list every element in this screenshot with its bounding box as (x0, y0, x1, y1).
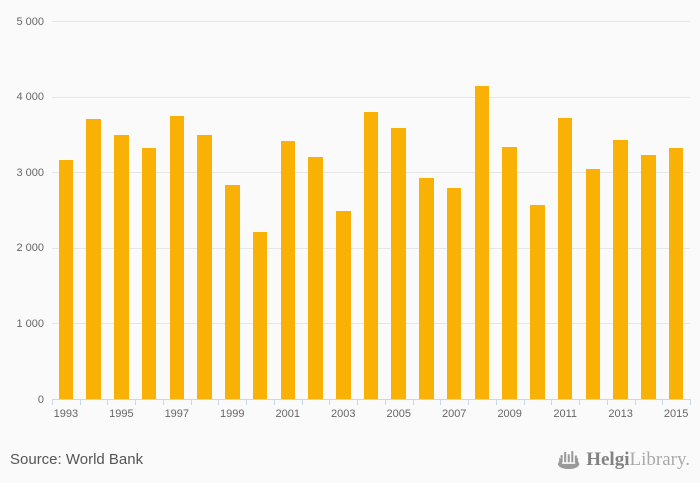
x-axis-tick (329, 400, 331, 405)
x-axis-tick (357, 400, 359, 405)
bar-2005[interactable] (391, 128, 406, 399)
x-axis-tick (468, 400, 470, 405)
x-axis-tick (79, 400, 81, 405)
logo-text-library: Library. (629, 449, 691, 470)
bar-2007[interactable] (446, 188, 462, 399)
y-axis-label-3000: 3 000 (16, 166, 44, 179)
bar-2013[interactable] (613, 140, 628, 399)
x-axis-tick (412, 400, 414, 405)
x-axis-tick (135, 400, 137, 405)
viking-ship-icon (555, 448, 586, 471)
x-axis-tick (52, 400, 53, 405)
x-axis-tick (273, 400, 275, 405)
bar-2002[interactable] (308, 157, 323, 399)
gridline-5000 (52, 21, 690, 22)
bar-2015[interactable] (668, 148, 684, 399)
x-axis-tick (495, 400, 497, 405)
x-axis-tick (634, 400, 636, 405)
bar-2000[interactable] (252, 231, 268, 399)
x-axis-tick (162, 400, 164, 405)
y-axis-label-4000: 4 000 (16, 91, 44, 104)
x-axis-label-2009: 2009 (497, 408, 522, 420)
x-axis-tick (190, 400, 192, 405)
bar-1999[interactable] (225, 185, 240, 399)
x-axis-label-1997: 1997 (164, 408, 190, 420)
bar-2004[interactable] (363, 112, 379, 399)
bar-2012[interactable] (585, 169, 601, 399)
x-axis-label-1995: 1995 (109, 408, 134, 420)
helgi-library-logo[interactable]: HelgiLibrary. (555, 448, 690, 471)
bar-2014[interactable] (641, 154, 656, 399)
x-axis-tick (690, 400, 691, 405)
x-axis-label-1993: 1993 (53, 408, 79, 420)
y-axis-label-1000: 1 000 (16, 317, 44, 330)
y-axis-label-2000: 2 000 (16, 242, 44, 255)
y-axis-label-5000: 5 000 (16, 15, 44, 28)
x-axis-tick (606, 400, 608, 405)
gridline-4000 (52, 96, 690, 98)
logo-wordmark: HelgiLibrary. (586, 448, 690, 471)
x-axis-label-2013: 2013 (608, 408, 633, 420)
x-axis-tick (551, 400, 553, 405)
x-axis-label-2005: 2005 (386, 408, 411, 420)
x-axis-tick (301, 400, 303, 405)
x-axis-label-2011: 2011 (553, 408, 577, 420)
x-axis-tick (579, 400, 581, 405)
bar-2008[interactable] (474, 86, 490, 399)
x-axis-tick (440, 400, 442, 405)
bar-2009[interactable] (502, 147, 517, 399)
logo-text-helgi: Helgi (586, 449, 630, 470)
footer: Source: World Bank HelgiLibrary. (0, 440, 700, 483)
source-label: Source: World Bank (10, 451, 144, 468)
bar-1994[interactable] (86, 119, 101, 399)
bar-2003[interactable] (336, 210, 351, 399)
x-axis-tick (523, 400, 525, 405)
x-axis-tick (218, 400, 220, 405)
x-axis-label-2003: 2003 (331, 408, 356, 420)
bar-1996[interactable] (141, 148, 157, 399)
bar-1998[interactable] (197, 135, 212, 399)
x-axis-label-2001: 2001 (275, 408, 301, 420)
x-axis-label-2007: 2007 (441, 408, 467, 420)
bar-2010[interactable] (530, 205, 545, 399)
x-axis-tick (662, 400, 664, 405)
x-axis-tick (246, 400, 248, 405)
bar-2011[interactable] (557, 117, 573, 399)
bar-1993[interactable] (58, 160, 74, 399)
bar-2006[interactable] (419, 178, 434, 399)
bar-2001[interactable] (280, 141, 296, 399)
y-axis-label-0: 0 (37, 393, 44, 406)
x-axis-tick (107, 400, 109, 405)
bar-1997[interactable] (169, 116, 185, 399)
x-axis-line (52, 399, 691, 400)
bar-chart: 0 1 000 2 000 3 000 4 000 5 000 1993 1995 1997 19… (16, 15, 691, 420)
bar-1995[interactable] (114, 135, 129, 399)
x-axis-tick (384, 400, 386, 405)
x-axis-label-1999: 1999 (220, 408, 245, 420)
x-axis-label-2015: 2015 (663, 408, 689, 420)
